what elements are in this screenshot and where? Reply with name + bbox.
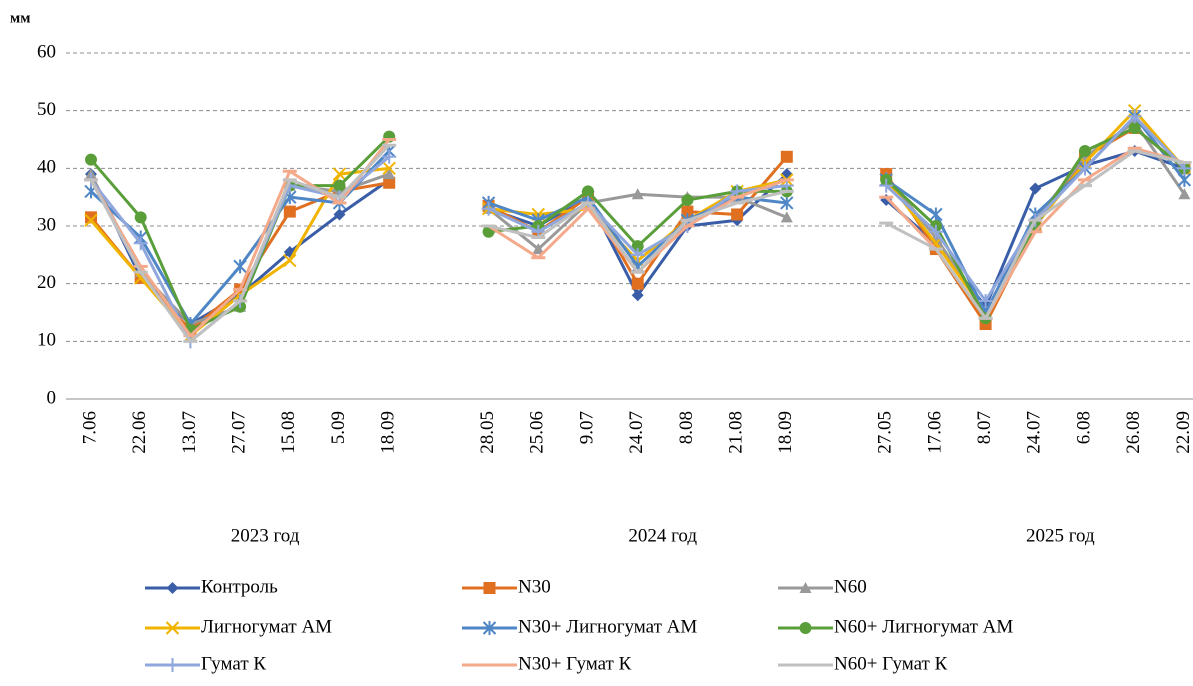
legend-label: Гумат К xyxy=(201,653,266,674)
y-tick-label: 60 xyxy=(37,41,56,62)
x-tick-label: 22.09 xyxy=(1173,411,1193,454)
marker xyxy=(382,149,397,164)
group-label: 2023 год xyxy=(231,525,300,546)
x-tick-label: 18.09 xyxy=(775,411,796,454)
marker xyxy=(631,289,644,302)
legend-label: Контроль xyxy=(201,576,278,597)
marker xyxy=(731,208,744,221)
group-label: 2025 год xyxy=(1026,525,1095,546)
series xyxy=(84,109,1192,349)
series xyxy=(85,121,1191,336)
marker xyxy=(780,195,794,210)
x-tick-label: 25.06 xyxy=(527,411,548,454)
marker xyxy=(84,213,98,227)
x-tick-label: 5.09 xyxy=(328,411,349,444)
marker xyxy=(333,208,346,221)
marker xyxy=(166,582,179,594)
x-tick-label: 28.05 xyxy=(477,411,498,454)
marker xyxy=(333,179,346,192)
marker xyxy=(283,253,297,268)
x-tick-label: 22.06 xyxy=(129,411,150,454)
group-label: 2024 год xyxy=(628,525,697,546)
marker xyxy=(1178,188,1191,200)
marker xyxy=(630,247,645,262)
legend-label: N30+ Гумат К xyxy=(518,653,632,674)
marker xyxy=(165,658,180,672)
marker xyxy=(978,293,993,308)
marker xyxy=(799,622,812,634)
marker xyxy=(332,167,347,181)
y-axis-label: мм xyxy=(10,10,30,26)
x-tick-label: 15.08 xyxy=(278,411,299,454)
marker xyxy=(85,153,97,166)
x-tick-label: 24.07 xyxy=(1024,411,1045,454)
y-tick-label: 40 xyxy=(37,157,56,178)
marker xyxy=(1128,121,1141,134)
marker xyxy=(1029,182,1042,195)
x-tick-label: 27.05 xyxy=(875,411,896,454)
x-tick-label: 13.07 xyxy=(179,411,200,454)
marker xyxy=(631,277,644,290)
marker xyxy=(1079,145,1091,158)
legend-label: N30+ Лигногумат АМ xyxy=(518,616,697,637)
marker xyxy=(481,201,496,216)
marker xyxy=(780,150,793,163)
marker xyxy=(928,224,943,239)
marker xyxy=(383,176,396,189)
x-tick-label: 18.09 xyxy=(378,411,399,454)
series xyxy=(84,143,1192,343)
legend-label: N60 xyxy=(834,576,867,597)
marker xyxy=(1127,109,1142,124)
y-tick-label: 0 xyxy=(47,387,57,408)
marker xyxy=(383,168,396,180)
marker xyxy=(631,188,644,200)
marker xyxy=(780,211,793,223)
marker xyxy=(929,207,943,222)
y-tick-label: 50 xyxy=(37,99,56,120)
legend-label: Лигногумат АМ xyxy=(201,616,332,637)
marker xyxy=(133,236,148,251)
series-line xyxy=(89,114,1186,343)
marker xyxy=(283,205,296,218)
series xyxy=(84,103,1192,343)
marker xyxy=(85,211,97,224)
marker xyxy=(631,240,644,253)
x-tick-label: 24.07 xyxy=(626,411,647,454)
x-tick-label: 6.08 xyxy=(1073,411,1094,444)
x-tick-label: 27.07 xyxy=(228,411,249,454)
marker xyxy=(165,621,180,635)
legend-label: N30 xyxy=(518,576,551,597)
x-tick-label: 21.08 xyxy=(725,411,746,454)
marker xyxy=(1078,161,1092,176)
marker xyxy=(233,259,247,274)
marker xyxy=(799,582,812,593)
marker xyxy=(582,185,594,198)
x-tick-label: 17.06 xyxy=(924,411,945,454)
x-tick-label: 7.06 xyxy=(79,411,100,444)
x-tick-label: 9.07 xyxy=(576,411,597,444)
marker xyxy=(681,205,694,218)
x-tick-label: 8.07 xyxy=(974,411,995,444)
legend-label: N60+ Гумат К xyxy=(834,653,948,674)
marker xyxy=(283,245,296,258)
marker xyxy=(483,582,496,594)
marker xyxy=(879,178,894,193)
marker xyxy=(532,243,545,255)
y-tick-label: 30 xyxy=(37,214,56,235)
y-tick-label: 10 xyxy=(37,330,56,351)
marker xyxy=(681,194,694,207)
x-tick-label: 8.08 xyxy=(676,411,697,444)
marker xyxy=(482,621,497,635)
marker xyxy=(382,161,396,176)
series-line xyxy=(89,138,1185,338)
y-tick-label: 20 xyxy=(37,272,56,293)
x-tick-label: 26.08 xyxy=(1123,411,1144,454)
legend-label: N60+ Лигногумат АМ xyxy=(834,616,1013,637)
series xyxy=(85,121,1191,336)
marker xyxy=(134,211,147,224)
